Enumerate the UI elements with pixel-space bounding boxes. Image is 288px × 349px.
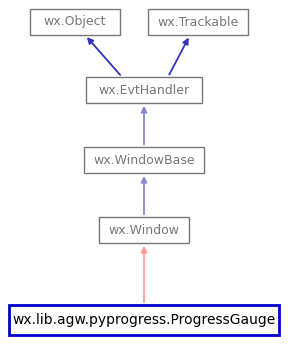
FancyBboxPatch shape <box>30 9 120 35</box>
Text: wx.EvtHandler: wx.EvtHandler <box>98 83 190 97</box>
FancyBboxPatch shape <box>99 217 189 243</box>
Text: wx.Window: wx.Window <box>109 223 179 237</box>
Text: wx.Object: wx.Object <box>44 15 106 29</box>
FancyBboxPatch shape <box>148 9 248 35</box>
FancyBboxPatch shape <box>9 305 279 335</box>
Text: wx.Trackable: wx.Trackable <box>157 15 239 29</box>
Text: wx.WindowBase: wx.WindowBase <box>93 154 195 166</box>
Text: wx.lib.agw.pyprogress.ProgressGauge: wx.lib.agw.pyprogress.ProgressGauge <box>12 313 276 327</box>
FancyBboxPatch shape <box>84 147 204 173</box>
FancyBboxPatch shape <box>86 77 202 103</box>
